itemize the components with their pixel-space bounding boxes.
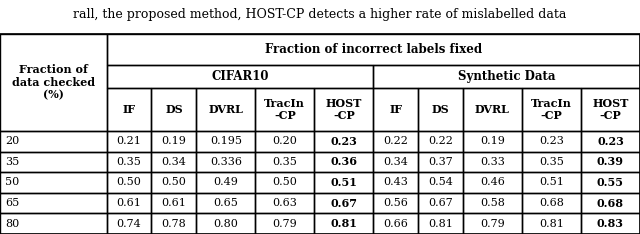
Text: 0.33: 0.33	[480, 157, 505, 167]
Text: 0.21: 0.21	[116, 136, 141, 146]
Text: Fraction of
data checked
(%): Fraction of data checked (%)	[12, 64, 95, 101]
Text: 0.23: 0.23	[539, 136, 564, 146]
Text: 0.58: 0.58	[480, 198, 505, 208]
Text: 0.79: 0.79	[480, 219, 505, 229]
Text: 0.55: 0.55	[597, 177, 624, 188]
Text: 0.80: 0.80	[213, 219, 238, 229]
Text: 0.78: 0.78	[161, 219, 186, 229]
Text: 0.195: 0.195	[210, 136, 242, 146]
Text: 0.20: 0.20	[273, 136, 297, 146]
Text: 0.56: 0.56	[383, 198, 408, 208]
Text: 0.35: 0.35	[273, 157, 297, 167]
Text: 0.22: 0.22	[383, 136, 408, 146]
Text: HOST
-CP: HOST -CP	[592, 98, 628, 121]
Text: 0.74: 0.74	[116, 219, 141, 229]
Text: 0.37: 0.37	[428, 157, 453, 167]
Text: 0.35: 0.35	[539, 157, 564, 167]
Text: Fraction of incorrect labels fixed: Fraction of incorrect labels fixed	[265, 43, 482, 56]
Text: 0.46: 0.46	[480, 177, 505, 187]
Text: HOST
-CP: HOST -CP	[326, 98, 362, 121]
Text: 65: 65	[5, 198, 19, 208]
Text: 0.19: 0.19	[161, 136, 186, 146]
Text: 0.49: 0.49	[213, 177, 238, 187]
Text: 0.39: 0.39	[597, 156, 624, 167]
Text: 0.81: 0.81	[428, 219, 453, 229]
Text: 35: 35	[5, 157, 19, 167]
Text: 0.23: 0.23	[597, 136, 624, 147]
Text: CIFAR10: CIFAR10	[211, 70, 269, 83]
Text: 0.19: 0.19	[480, 136, 505, 146]
Text: 0.23: 0.23	[330, 136, 357, 147]
Text: 0.68: 0.68	[597, 197, 624, 208]
Text: TracIn
-CP: TracIn -CP	[264, 98, 305, 121]
Text: 0.22: 0.22	[428, 136, 453, 146]
Text: 0.68: 0.68	[539, 198, 564, 208]
Text: DVRL: DVRL	[209, 104, 243, 115]
Text: DS: DS	[432, 104, 449, 115]
Text: IF: IF	[122, 104, 136, 115]
Text: 0.61: 0.61	[161, 198, 186, 208]
Text: 0.36: 0.36	[330, 156, 357, 167]
Text: 0.336: 0.336	[210, 157, 242, 167]
Text: 0.67: 0.67	[330, 197, 357, 208]
Text: 80: 80	[5, 219, 19, 229]
Text: 50: 50	[5, 177, 19, 187]
Text: DVRL: DVRL	[475, 104, 510, 115]
Text: 20: 20	[5, 136, 19, 146]
Text: DS: DS	[165, 104, 182, 115]
Text: 0.66: 0.66	[383, 219, 408, 229]
Text: 0.67: 0.67	[428, 198, 453, 208]
Text: 0.83: 0.83	[597, 218, 624, 229]
Text: 0.79: 0.79	[273, 219, 297, 229]
Text: 0.34: 0.34	[383, 157, 408, 167]
Text: 0.51: 0.51	[539, 177, 564, 187]
Text: 0.51: 0.51	[330, 177, 357, 188]
Text: 0.54: 0.54	[428, 177, 453, 187]
Text: 0.50: 0.50	[116, 177, 141, 187]
Text: 0.50: 0.50	[273, 177, 297, 187]
Text: IF: IF	[389, 104, 403, 115]
Text: 0.81: 0.81	[539, 219, 564, 229]
Text: TracIn
-CP: TracIn -CP	[531, 98, 572, 121]
Text: 0.63: 0.63	[273, 198, 297, 208]
Text: 0.81: 0.81	[330, 218, 357, 229]
Text: rall, the proposed method, HOST-CP detects a higher rate of mislabelled data: rall, the proposed method, HOST-CP detec…	[74, 8, 566, 21]
Text: Synthetic Data: Synthetic Data	[458, 70, 556, 83]
Text: 0.50: 0.50	[161, 177, 186, 187]
Text: 0.43: 0.43	[383, 177, 408, 187]
Text: 0.61: 0.61	[116, 198, 141, 208]
Text: 0.35: 0.35	[116, 157, 141, 167]
Text: 0.34: 0.34	[161, 157, 186, 167]
Text: 0.65: 0.65	[213, 198, 238, 208]
